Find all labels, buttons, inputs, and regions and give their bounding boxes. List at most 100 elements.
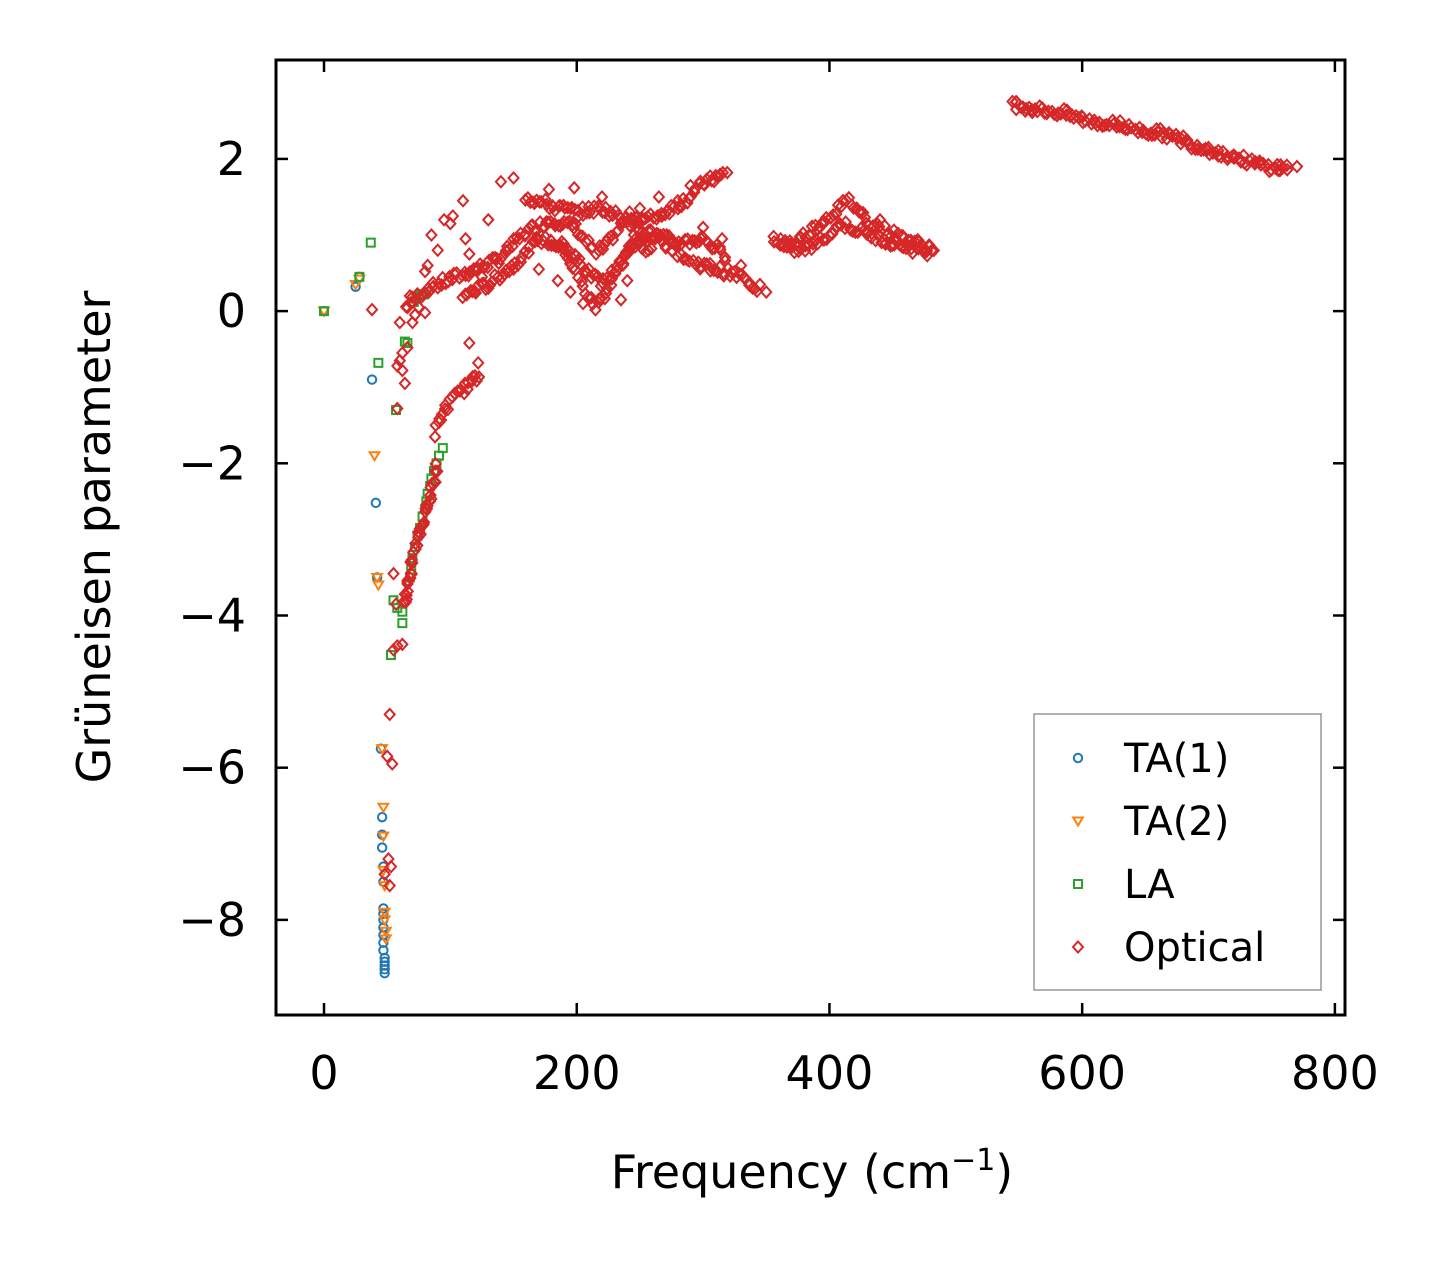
data-point xyxy=(429,475,442,490)
data-point xyxy=(652,189,666,204)
data-point xyxy=(1057,101,1071,116)
data-point xyxy=(839,215,853,230)
data-point xyxy=(713,242,727,257)
data-point xyxy=(1150,121,1163,136)
data-point xyxy=(524,195,537,210)
data-point xyxy=(430,464,444,479)
y-tick-label: 0 xyxy=(217,284,246,338)
data-point xyxy=(663,206,676,221)
data-point xyxy=(472,369,486,384)
data-point xyxy=(738,270,751,285)
data-point xyxy=(462,247,476,262)
data-point xyxy=(561,200,575,215)
data-point xyxy=(471,355,485,370)
data-point xyxy=(627,227,641,242)
legend-label: TA(1) xyxy=(1123,736,1229,782)
x-tick-label: 0 xyxy=(309,1046,338,1100)
data-point xyxy=(633,201,647,216)
data-point xyxy=(658,207,672,222)
data-point xyxy=(457,386,471,401)
data-point xyxy=(431,243,445,258)
data-point xyxy=(367,451,382,463)
legend-marker xyxy=(1072,752,1084,764)
legend-label: Optical xyxy=(1124,925,1265,971)
data-point xyxy=(376,842,388,853)
data-point xyxy=(352,274,366,286)
data-point xyxy=(472,277,486,292)
data-point xyxy=(551,273,565,288)
data-point xyxy=(481,212,495,227)
data-point xyxy=(383,878,397,893)
data-point xyxy=(421,258,434,273)
legend-entry: LA xyxy=(1073,862,1175,908)
data-point xyxy=(642,243,655,258)
data-point xyxy=(566,217,580,232)
data-point xyxy=(461,382,474,397)
data-point xyxy=(1237,148,1250,163)
data-point xyxy=(614,292,628,307)
data-point xyxy=(425,228,438,243)
data-point xyxy=(718,253,732,268)
data-point xyxy=(465,284,479,299)
data-point xyxy=(418,305,432,320)
data-point xyxy=(836,193,850,208)
data-point xyxy=(518,244,532,259)
data-point xyxy=(616,258,630,273)
data-point xyxy=(459,268,472,283)
data-point xyxy=(521,190,535,205)
y-axis-label: Grüneisen parameter xyxy=(67,290,121,783)
data-point xyxy=(378,915,392,927)
data-point xyxy=(576,229,590,244)
data-point xyxy=(378,881,392,893)
data-point xyxy=(393,315,407,330)
data-point xyxy=(383,707,397,722)
data-point xyxy=(796,226,810,241)
data-point xyxy=(1102,118,1116,133)
data-point xyxy=(402,338,413,349)
data-point xyxy=(385,756,399,771)
data-point xyxy=(622,239,636,254)
data-point xyxy=(376,831,390,843)
data-point xyxy=(1180,133,1194,148)
data-point xyxy=(920,248,934,263)
data-point xyxy=(759,285,773,300)
data-point xyxy=(405,555,419,570)
data-point xyxy=(585,290,598,305)
legend: TA(1) TA(2) LA Optical xyxy=(1033,713,1322,991)
tick-layer: 0 200 400 600 800 2 0 −2 −4 −6 −8 xyxy=(178,60,1379,1100)
data-point xyxy=(366,374,378,385)
data-point xyxy=(604,204,617,219)
data-point xyxy=(405,552,419,567)
data-point xyxy=(826,208,840,223)
data-point xyxy=(619,248,633,263)
data-point xyxy=(481,260,495,275)
data-point xyxy=(624,211,638,226)
data-point xyxy=(376,802,390,814)
data-point xyxy=(533,194,546,209)
data-point xyxy=(376,811,388,823)
data-point xyxy=(1280,158,1294,173)
data-point xyxy=(683,237,697,252)
data-point xyxy=(542,182,556,197)
data-point xyxy=(470,373,484,388)
data-point xyxy=(393,353,407,368)
data-point xyxy=(387,566,400,581)
y-tick-label: −2 xyxy=(178,436,246,490)
data-point xyxy=(365,237,376,248)
y-tick-label: −6 xyxy=(178,741,246,795)
data-point xyxy=(830,219,844,234)
data-point xyxy=(1270,157,1284,172)
x-tick-label: 600 xyxy=(1038,1046,1126,1100)
data-point xyxy=(428,464,442,479)
legend-entry: TA(1) xyxy=(1072,736,1229,782)
data-point xyxy=(896,240,910,255)
data-point xyxy=(397,618,408,629)
data-point xyxy=(390,358,404,373)
data-point xyxy=(459,231,472,246)
data-point xyxy=(456,290,469,305)
data-point xyxy=(1201,142,1214,157)
data-point xyxy=(1097,118,1111,133)
data-point xyxy=(1280,162,1294,177)
data-point xyxy=(684,189,698,204)
data-point xyxy=(1290,159,1304,174)
